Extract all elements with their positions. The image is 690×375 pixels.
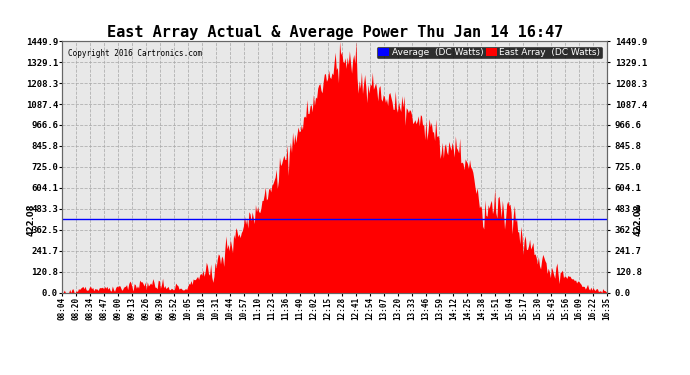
Title: East Array Actual & Average Power Thu Jan 14 16:47: East Array Actual & Average Power Thu Ja… — [106, 25, 563, 40]
Legend: Average  (DC Watts), East Array  (DC Watts): Average (DC Watts), East Array (DC Watts… — [376, 46, 602, 59]
Text: 422.08: 422.08 — [633, 203, 642, 236]
Text: 422.08: 422.08 — [27, 203, 36, 236]
Text: Copyright 2016 Cartronics.com: Copyright 2016 Cartronics.com — [68, 49, 201, 58]
